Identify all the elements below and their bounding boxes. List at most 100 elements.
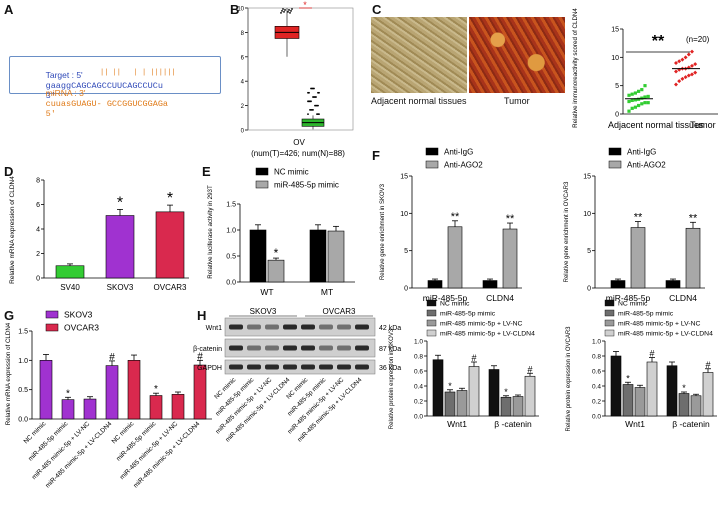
h-bar [432, 359, 444, 417]
g-legend-label: OVCAR3 [64, 323, 99, 333]
e-y-tick-label: 0.5 [226, 254, 236, 261]
c-point-tumor [677, 59, 682, 64]
c-point-normal [637, 103, 641, 108]
h-blot-row [224, 317, 376, 337]
f0-y-tick-label: 5 [404, 248, 408, 255]
h-sig-mark: # [527, 364, 532, 374]
b-outlier-point [287, 11, 289, 13]
e-bar [327, 230, 345, 283]
b-frame [247, 7, 354, 131]
h-blot-row [224, 359, 376, 375]
c-point-normal [637, 97, 641, 101]
f1-y-tick-label: 10 [583, 211, 591, 218]
g-bar [149, 395, 163, 420]
g-ylabel: Relative mRNA expression of CLDN4 [5, 322, 12, 425]
h-blot-band [229, 364, 243, 370]
h-bar [702, 372, 714, 417]
h-bar [512, 396, 524, 417]
h-blot-band [319, 364, 333, 370]
b-outlier-point [317, 91, 319, 94]
c-n-text: (n=20) [686, 35, 710, 44]
d-bar-skov3 [105, 215, 135, 279]
c-y-tick-label: 5 [615, 83, 619, 90]
g-y-tick-label: 0.5 [18, 387, 28, 394]
b-outlier-point [281, 10, 283, 12]
panel-f-label: F [372, 148, 380, 163]
f-bar [665, 280, 681, 289]
h-bar [500, 396, 512, 417]
h-sig-mark: # [471, 353, 476, 363]
h-bar [524, 375, 536, 417]
f1-y-tick-label: 0 [587, 286, 591, 293]
h-xtick-label: Wnt1 [625, 419, 645, 429]
c-point-normal [627, 109, 631, 113]
panel-h: H SKOV3 OVCAR3 Wnt1 42 kDa β-catenin 87 kDa GA… [193, 299, 725, 505]
c-point-normal [630, 106, 634, 110]
b-outlier-point [290, 10, 292, 12]
h-legend-label: miR-485-5p mimic [618, 311, 674, 318]
d-ylabel: Relative mRNA expression of CLDN4 [9, 176, 16, 284]
f-bar [630, 227, 646, 289]
h-blot-band [229, 324, 243, 330]
c-point-tumor [693, 62, 698, 67]
h1-y-tick-label: 0.8 [592, 354, 601, 361]
h-blot-band [301, 364, 315, 370]
h-legend-label: NC mimic [618, 301, 648, 308]
h0-y-tick-label: 0.4 [414, 384, 423, 391]
target-lower: gaagg [45, 81, 72, 91]
target-sequence-row: Target : 5' gaaggCAGCAGCCUUCAGCCUCu 3' [15, 60, 163, 111]
h1-y-tick-label: 0.2 [592, 399, 601, 406]
e-sig-star: * [274, 246, 279, 260]
e-legend-label: miR-485-5p mimic [274, 181, 339, 190]
f-bar [610, 280, 626, 289]
g-bar [127, 360, 141, 420]
f-bar [502, 228, 518, 289]
h-blot-band [337, 345, 351, 351]
h1-y-tick-label: 0.4 [592, 384, 601, 391]
c-y-tick-label: 15 [611, 27, 619, 34]
c-point-normal [640, 102, 644, 106]
h-blot-band [337, 364, 351, 370]
c-point-normal [640, 88, 644, 92]
f-legend-label: Anti-IgG [627, 148, 656, 157]
h-bar [610, 355, 622, 417]
h-bar [444, 391, 456, 417]
c-y-tick-label: 0 [615, 112, 619, 119]
h-blot-row [224, 338, 376, 358]
b-y-tick-label: 8 [241, 31, 245, 37]
c-point-normal [643, 84, 647, 88]
f-legend-swatch [608, 160, 622, 169]
h-legend-swatch [426, 329, 437, 337]
panel-c: C Adjacent normal tissues Tumor 0 5 10 15 Re… [368, 0, 725, 160]
h-blot-band [265, 324, 279, 330]
panel-g: G 0.0 0.5 1.0 1.5 Relative mRNA expression o… [0, 306, 215, 505]
f-legend-label: Anti-AGO2 [627, 161, 666, 170]
h-xtick-label: β -catenin [494, 419, 532, 429]
barchart-f: 0 5 10 15 Relative gene enrichment in SKOV3 A… [380, 148, 705, 303]
h-blot-band [283, 364, 297, 370]
c-point-normal [646, 94, 650, 99]
b-outlier-point [316, 113, 318, 116]
d-y-tick-label: 0 [36, 276, 40, 283]
f-xtick-label: CLDN4 [669, 293, 697, 303]
f-ylabel: Relative gene enrichment in OVCAR3 [564, 181, 570, 282]
h-bar [678, 393, 690, 417]
g-xtick-label: miR-485-5p mimic [115, 420, 158, 463]
e-xtick-label: WT [260, 287, 273, 297]
h-ylabel: Relative protein expression in SKOV3 [389, 328, 395, 429]
f-sig-stars: ** [451, 211, 460, 223]
f-bar [427, 280, 443, 289]
h-ylabel: Relative protein expression in OVCAR3 [566, 326, 572, 432]
g-legend-swatch [45, 323, 59, 332]
h0-y-tick-label: 0.0 [414, 414, 423, 421]
panel-h-label: H [197, 308, 207, 323]
c-point-normal [643, 101, 647, 105]
h-xtick-label: β -catenin [672, 419, 710, 429]
f-legend-label: Anti-AGO2 [444, 161, 483, 170]
h-blot-band [319, 324, 333, 330]
g-legend-swatch [45, 310, 59, 319]
h-sig-mark: * [626, 373, 630, 383]
f-bar [482, 280, 498, 289]
c-point-tumor [690, 49, 694, 54]
barchart-g: 0.0 0.5 1.0 1.5 Relative mRNA expression of … [5, 310, 212, 490]
